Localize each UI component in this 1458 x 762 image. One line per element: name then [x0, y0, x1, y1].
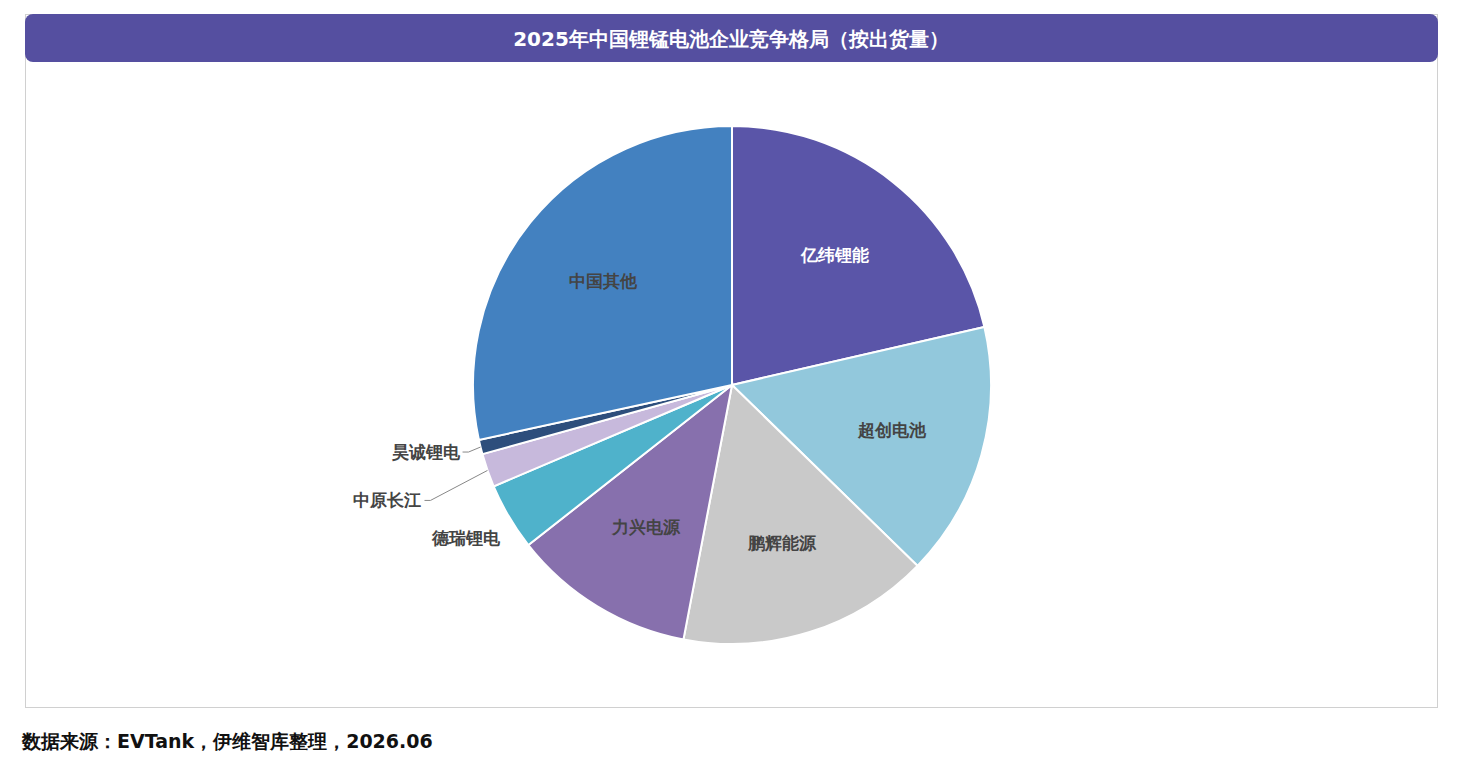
labels: 亿纬锂能超创电池鹏辉能源 力兴电源德瑞锂电中原长江 昊诚锂电 中国其他 — [353, 245, 926, 553]
slice-label: 中国其他 — [569, 271, 638, 291]
pie-slice — [473, 126, 732, 440]
slice-label: 德瑞锂电 — [431, 528, 501, 548]
slice-label: 超创电池 — [857, 420, 927, 440]
source: 数据来源：EVTank，伊维智库整理，2026.06 — [21, 730, 433, 752]
slice-label: 中原长江 — [353, 490, 421, 510]
slice-label: 昊诚锂电 — [392, 442, 461, 462]
slice-label: 亿纬锂能 — [800, 245, 869, 265]
title: 2025年中国锂锰电池企业竞争格局（按出货量） — [513, 27, 949, 51]
leader-line — [424, 470, 487, 500]
title-band — [25, 14, 1438, 62]
slice-label: 鹏辉能源 — [747, 533, 817, 553]
leader-line — [463, 447, 481, 452]
frame — [26, 15, 1438, 708]
chart-root: 2025年中国锂锰电池企业竞争格局（按出货量） 数据来源：EVTank，伊维智库整… — [0, 0, 1458, 762]
slice-label: 力兴电源 — [611, 517, 681, 537]
slices — [473, 126, 991, 644]
